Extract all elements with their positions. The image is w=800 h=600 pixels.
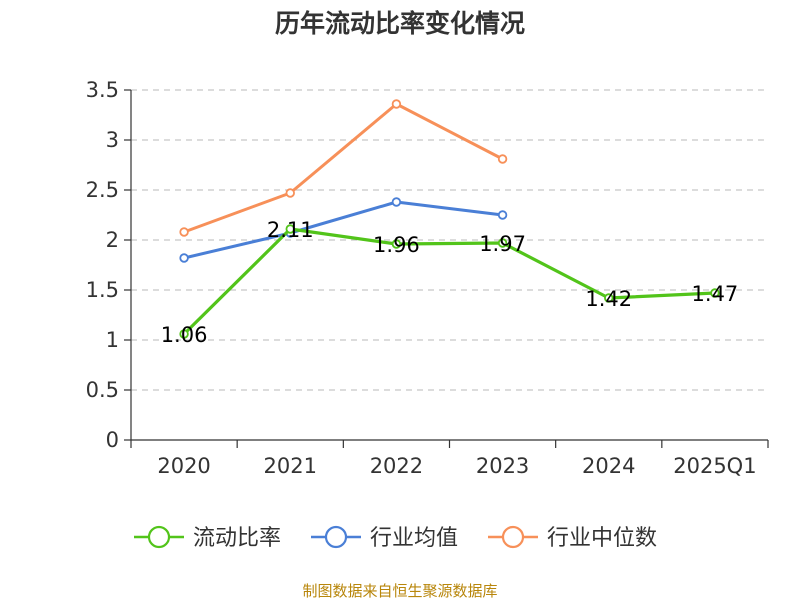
y-tick-label: 2	[106, 228, 119, 252]
data-point	[604, 293, 614, 303]
series-line	[182, 227, 715, 336]
series-line	[183, 102, 504, 234]
data-label: 1.96	[373, 233, 420, 257]
chart-title: 历年流动比率变化情况	[275, 9, 525, 38]
data-point	[285, 188, 295, 198]
x-tick-label: 2023	[476, 454, 529, 478]
source-note: 制图数据来自恒生聚源数据库	[302, 582, 497, 600]
x-tick-label: 2024	[582, 454, 635, 478]
data-label: 1.42	[585, 287, 632, 311]
y-tick-label: 0	[106, 428, 119, 452]
y-tick-label: 1	[106, 328, 119, 352]
y-tick-label: 1.5	[86, 278, 119, 302]
x-tick-label: 2021	[264, 454, 317, 478]
data-labels: 1.06 2.11 1.96 1.97 1.42 1.47	[161, 218, 739, 347]
legend-item[interactable]: 流动比率	[134, 525, 281, 551]
series-lines	[179, 99, 720, 339]
gridlines	[131, 89, 768, 391]
series-line	[183, 200, 503, 260]
series-2	[179, 99, 508, 237]
y-tick-label: 0.5	[86, 378, 119, 402]
legend-swatch-marker	[324, 525, 348, 549]
y-tick-label: 3	[106, 128, 119, 152]
y-tick-label: 3.5	[86, 78, 119, 102]
data-label: 1.47	[692, 282, 739, 306]
data-label: 1.97	[479, 232, 526, 256]
data-point	[285, 224, 295, 234]
data-point	[497, 210, 508, 220]
legend-swatch-marker	[147, 525, 171, 549]
legend-swatch-marker	[501, 525, 525, 549]
x-tick-label: 2025Q1	[673, 454, 756, 478]
data-label: 1.06	[161, 323, 208, 347]
data-point	[497, 154, 508, 164]
y-tick-label: 2.5	[86, 178, 119, 202]
data-point	[391, 99, 402, 109]
x-tick-label: 2020	[157, 454, 210, 478]
data-point	[497, 238, 508, 248]
series-1	[179, 197, 508, 263]
legend-label: 流动比率	[193, 526, 281, 551]
legend-item[interactable]: 行业中位数	[488, 525, 657, 551]
data-point	[391, 197, 402, 207]
legend-item[interactable]: 行业均值	[311, 525, 458, 551]
data-point	[179, 329, 189, 339]
data-point	[179, 253, 189, 263]
series-0	[179, 224, 720, 339]
legend: 流动比率 行业均值 行业中位数	[134, 525, 657, 551]
data-point	[391, 239, 402, 249]
axes: 0 0.5 1 1.5 2 2.5 3 3.5 2020 2021 2022 2023 2024 2025…	[86, 78, 769, 478]
x-tick-label: 2022	[370, 454, 423, 478]
data-point	[710, 288, 720, 298]
legend-label: 行业均值	[370, 526, 458, 551]
legend-label: 行业中位数	[547, 526, 657, 551]
data-point	[179, 227, 189, 237]
data-label: 2.11	[267, 218, 314, 242]
